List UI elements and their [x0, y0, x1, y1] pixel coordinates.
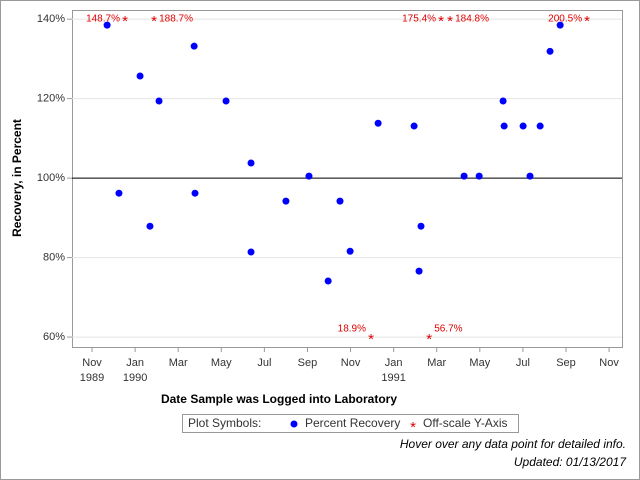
- legend-marker: *: [410, 419, 416, 436]
- off-scale-point: *: [426, 331, 432, 348]
- point: [146, 222, 154, 230]
- x-axis-label: Date Sample was Logged into Laboratory: [161, 392, 397, 406]
- point: [519, 122, 527, 130]
- x-tick-label: Nov: [341, 357, 361, 369]
- off-scale-point: *: [122, 13, 128, 30]
- legend-box: [182, 414, 519, 433]
- x-tick-label: Jul: [257, 357, 271, 369]
- point: [103, 21, 111, 29]
- x-tick-label: Sep: [556, 357, 576, 369]
- point: [499, 97, 507, 105]
- point: [410, 122, 418, 130]
- point: [546, 47, 554, 55]
- plot-frame: [72, 10, 623, 348]
- legend-marker: [290, 420, 298, 428]
- point: [415, 267, 423, 275]
- x-tick-label: Nov 1989: [80, 357, 104, 384]
- point: [222, 97, 230, 105]
- value-label: 148.7%: [86, 14, 120, 25]
- off-scale-point: *: [368, 331, 374, 348]
- value-label: 175.4%: [402, 14, 436, 25]
- point: [336, 197, 344, 205]
- value-label: 184.8%: [455, 14, 489, 25]
- x-tick-label: Jan 1990: [123, 357, 147, 384]
- y-tick-label: 60%: [43, 331, 65, 343]
- point: [526, 172, 534, 180]
- x-tick-label: Mar: [169, 357, 188, 369]
- value-label: 188.7%: [159, 14, 193, 25]
- off-scale-point: *: [151, 13, 157, 30]
- value-label: 200.5%: [548, 14, 582, 25]
- point: [475, 172, 483, 180]
- x-tick-label: Mar: [427, 357, 446, 369]
- point: [305, 172, 313, 180]
- footnote: Updated: 01/13/2017: [514, 455, 627, 469]
- y-tick-label: 120%: [37, 93, 65, 105]
- point: [460, 172, 468, 180]
- x-tick-label: Nov: [599, 357, 619, 369]
- point: [417, 222, 425, 230]
- x-tick-label: Sep: [298, 357, 318, 369]
- x-tick-label: Jan 1991: [381, 357, 405, 384]
- value-label: 18.9%: [338, 324, 366, 335]
- point: [155, 97, 163, 105]
- point: [191, 189, 199, 197]
- off-scale-point: *: [438, 13, 444, 30]
- point: [346, 247, 354, 255]
- y-tick-label: 100%: [37, 172, 65, 184]
- point: [190, 42, 198, 50]
- point: [282, 197, 290, 205]
- legend-label: Off-scale Y-Axis: [423, 416, 507, 430]
- legend-label: Percent Recovery: [305, 416, 400, 430]
- footnote: Hover over any data point for detailed i…: [400, 437, 626, 451]
- x-tick-label: May: [211, 357, 232, 369]
- point: [247, 248, 255, 256]
- y-tick-label: 80%: [43, 251, 65, 263]
- value-label: 56.7%: [434, 324, 462, 335]
- x-tick-label: May: [469, 357, 490, 369]
- point: [247, 159, 255, 167]
- off-scale-point: *: [584, 13, 590, 30]
- point: [136, 72, 144, 80]
- y-tick-label: 140%: [37, 13, 65, 25]
- point: [324, 277, 332, 285]
- point: [500, 122, 508, 130]
- point: [374, 119, 382, 127]
- point: [115, 189, 123, 197]
- x-tick-label: Jul: [516, 357, 530, 369]
- y-axis-label: Recovery, in Percent: [10, 119, 24, 237]
- point: [536, 122, 544, 130]
- off-scale-point: *: [447, 13, 453, 30]
- legend-title: Plot Symbols:: [188, 416, 261, 430]
- point: [556, 21, 564, 29]
